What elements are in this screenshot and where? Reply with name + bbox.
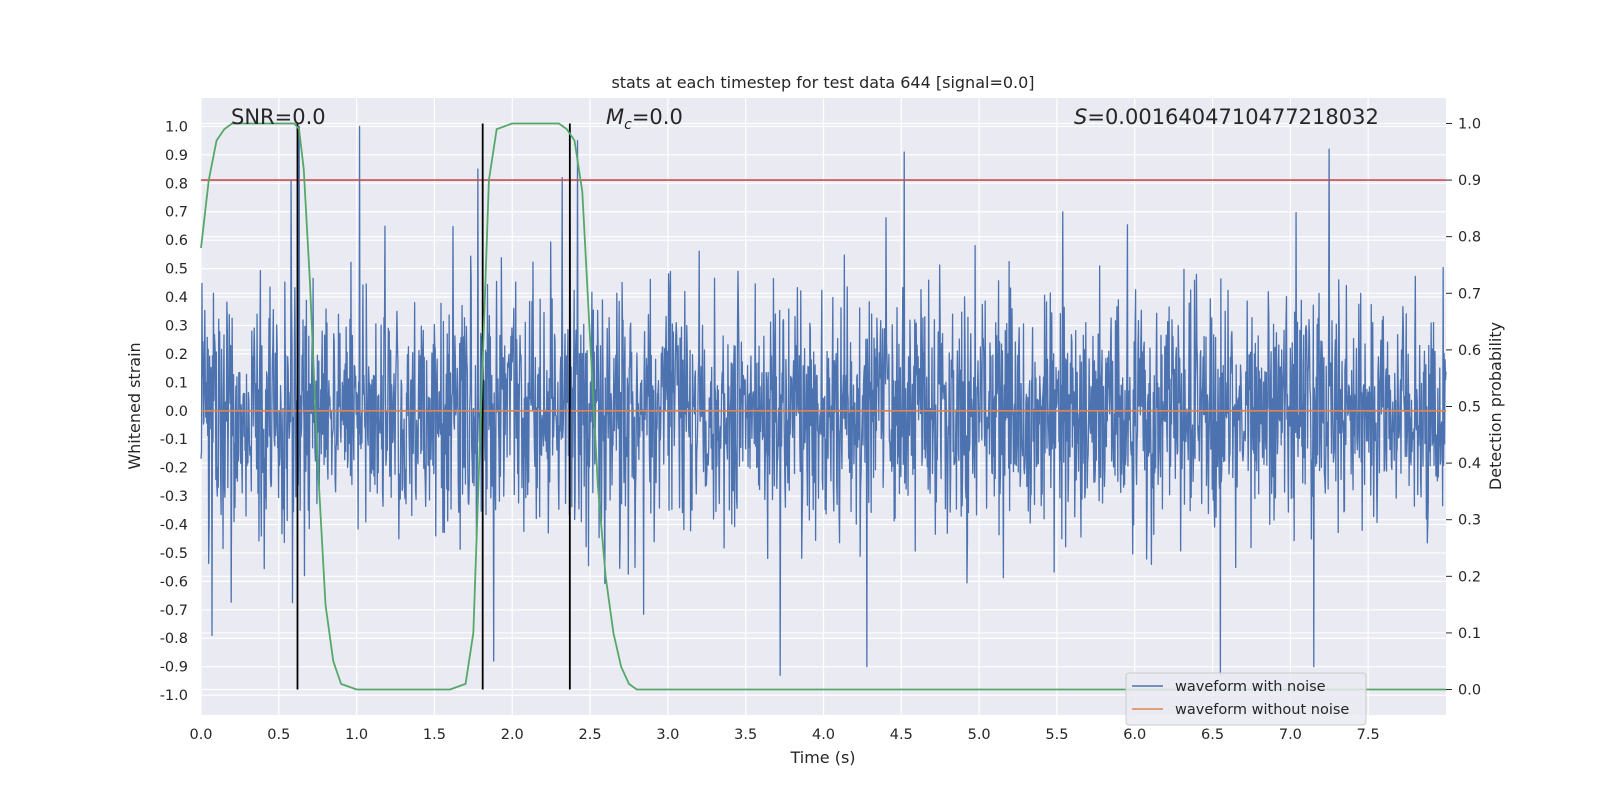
s-symbol: S <box>1074 105 1087 129</box>
legend: waveform with noise waveform without noi… <box>1125 672 1367 726</box>
y-tick-label: -0.6 <box>160 574 188 590</box>
x-tick-label: 1.0 <box>345 727 368 743</box>
y-tick-label: 0.6 <box>165 233 188 249</box>
x-tick-label: 5.5 <box>1045 727 1068 743</box>
x-axis-ticks: 0.0 0.5 1.0 1.5 2.0 2.5 3.0 3.5 4.0 4.5 5.0 5.5 6.0 6… <box>189 727 1379 743</box>
y2-tick-label: 1.0 <box>1458 116 1481 132</box>
chirp-mass-symbol: M <box>606 105 624 129</box>
y-tick-label: -0.4 <box>160 517 188 533</box>
chart-overlay <box>200 122 1446 691</box>
y2-tick-label: 0.6 <box>1458 343 1481 359</box>
y-tick-label: 0.3 <box>165 318 188 334</box>
chirp-mass-value: =0.0 <box>632 105 683 129</box>
noise-waveform <box>200 125 1447 676</box>
s-value: =0.0016404710477218032 <box>1087 105 1379 129</box>
y2-tick-label: 0.9 <box>1458 173 1481 189</box>
y-tick-label: 0.7 <box>165 205 188 221</box>
x-tick-label: 0.5 <box>267 727 290 743</box>
y2-tick-label: 0.4 <box>1458 456 1481 472</box>
x-tick-label: 2.0 <box>501 727 524 743</box>
x-tick-label: 1.5 <box>423 727 446 743</box>
y-tick-label: 0.1 <box>165 375 188 391</box>
series-waveform-with-noise <box>200 125 1447 676</box>
legend-box <box>1125 672 1367 726</box>
y2-tick-label: 0.2 <box>1458 569 1481 585</box>
y-axis-ticks: 1.0 0.9 0.8 0.7 0.6 0.5 0.4 0.3 0.2 0.1 0.0 -0.1 -0.… <box>160 119 188 704</box>
y-tick-label: 0.8 <box>165 176 188 192</box>
y-tick-label: -0.9 <box>160 660 188 676</box>
x-tick-label: 2.5 <box>579 727 602 743</box>
series-detection-probability <box>200 122 1446 691</box>
y2-tick-label: 0.5 <box>1458 400 1481 416</box>
y2-tick-label: 0.3 <box>1458 513 1481 529</box>
y2-axis-label: Detection probability <box>1486 322 1505 490</box>
y-tick-label: -0.7 <box>160 603 188 619</box>
x-axis-label: Time (s) <box>789 748 855 767</box>
legend-label-clean: waveform without noise <box>1175 702 1349 718</box>
y-tick-label: 0.0 <box>165 404 188 420</box>
y-tick-label: 0.9 <box>165 148 188 164</box>
y-tick-label: -0.5 <box>160 546 188 562</box>
y-tick-label: 0.2 <box>165 347 188 363</box>
y2-tick-label: 0.0 <box>1458 683 1481 699</box>
x-tick-label: 6.0 <box>1123 727 1146 743</box>
chart-title: stats at each timestep for test data 644… <box>611 73 1034 92</box>
y-tick-label: -0.2 <box>160 461 188 477</box>
y2-tick-label: 0.7 <box>1458 286 1481 302</box>
x-tick-label: 4.5 <box>890 727 913 743</box>
y-tick-label: -0.1 <box>160 432 188 448</box>
y2-tick-label: 0.8 <box>1458 230 1481 246</box>
y-axis-label: Whitened strain <box>125 342 144 469</box>
y-tick-label: -0.8 <box>160 631 188 647</box>
y2-axis-ticks: 1.0 0.9 0.8 0.7 0.6 0.5 0.4 0.3 0.2 0.1 0.0 <box>1446 116 1481 699</box>
y-tick-label: 1.0 <box>165 119 188 135</box>
y-tick-label: 0.4 <box>165 290 188 306</box>
chirp-mass-subscript: c <box>624 117 632 133</box>
x-tick-label: 6.5 <box>1201 727 1224 743</box>
x-tick-label: 7.0 <box>1279 727 1302 743</box>
legend-label-noise: waveform with noise <box>1175 679 1326 695</box>
y-tick-label: -1.0 <box>160 688 188 704</box>
y2-tick-label: 0.1 <box>1458 626 1481 642</box>
x-tick-label: 3.0 <box>656 727 679 743</box>
x-tick-label: 0.0 <box>189 727 212 743</box>
y-tick-label: -0.3 <box>160 489 188 505</box>
x-tick-label: 5.0 <box>968 727 991 743</box>
y-tick-label: 0.5 <box>165 262 188 278</box>
chirp-mass-annotation: Mc=0.0 <box>606 105 683 133</box>
x-tick-label: 7.5 <box>1357 727 1380 743</box>
s-annotation: S=0.0016404710477218032 <box>1074 105 1379 129</box>
x-tick-label: 4.0 <box>812 727 835 743</box>
x-tick-label: 3.5 <box>734 727 757 743</box>
snr-annotation: SNR=0.0 <box>231 105 326 129</box>
